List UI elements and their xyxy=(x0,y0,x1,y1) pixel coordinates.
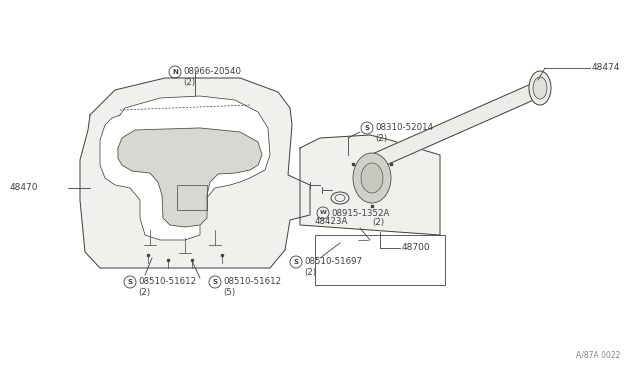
Polygon shape xyxy=(100,96,270,240)
Text: (2): (2) xyxy=(183,77,195,87)
Polygon shape xyxy=(370,80,545,170)
Text: 48700: 48700 xyxy=(402,244,431,253)
Text: 08510-51697: 08510-51697 xyxy=(304,257,362,266)
Text: A/87A 0022: A/87A 0022 xyxy=(575,351,620,360)
Text: 48423A: 48423A xyxy=(315,218,348,227)
Text: 48474: 48474 xyxy=(592,64,620,73)
Polygon shape xyxy=(300,135,440,235)
Text: S: S xyxy=(127,279,132,285)
Text: 08510-51612: 08510-51612 xyxy=(223,278,281,286)
Text: S: S xyxy=(365,125,369,131)
Text: 08915-1352A: 08915-1352A xyxy=(331,208,389,218)
Text: (2): (2) xyxy=(138,288,150,296)
Text: 08310-52014: 08310-52014 xyxy=(375,124,433,132)
Text: N: N xyxy=(172,69,178,75)
Text: 08510-51612: 08510-51612 xyxy=(138,278,196,286)
Text: 08966-20540: 08966-20540 xyxy=(183,67,241,77)
Text: S: S xyxy=(294,259,298,265)
Ellipse shape xyxy=(361,163,383,193)
Ellipse shape xyxy=(533,77,547,99)
Ellipse shape xyxy=(353,153,391,203)
Text: (5): (5) xyxy=(223,288,235,296)
Polygon shape xyxy=(80,78,310,268)
Bar xyxy=(177,185,207,210)
Text: (2): (2) xyxy=(372,218,384,227)
Text: S: S xyxy=(212,279,218,285)
Text: W: W xyxy=(319,211,326,215)
Bar xyxy=(315,235,445,285)
Ellipse shape xyxy=(529,71,551,105)
Polygon shape xyxy=(118,128,262,227)
Text: 48470: 48470 xyxy=(10,183,38,192)
Text: (2): (2) xyxy=(375,134,387,142)
Text: (2): (2) xyxy=(304,267,316,276)
